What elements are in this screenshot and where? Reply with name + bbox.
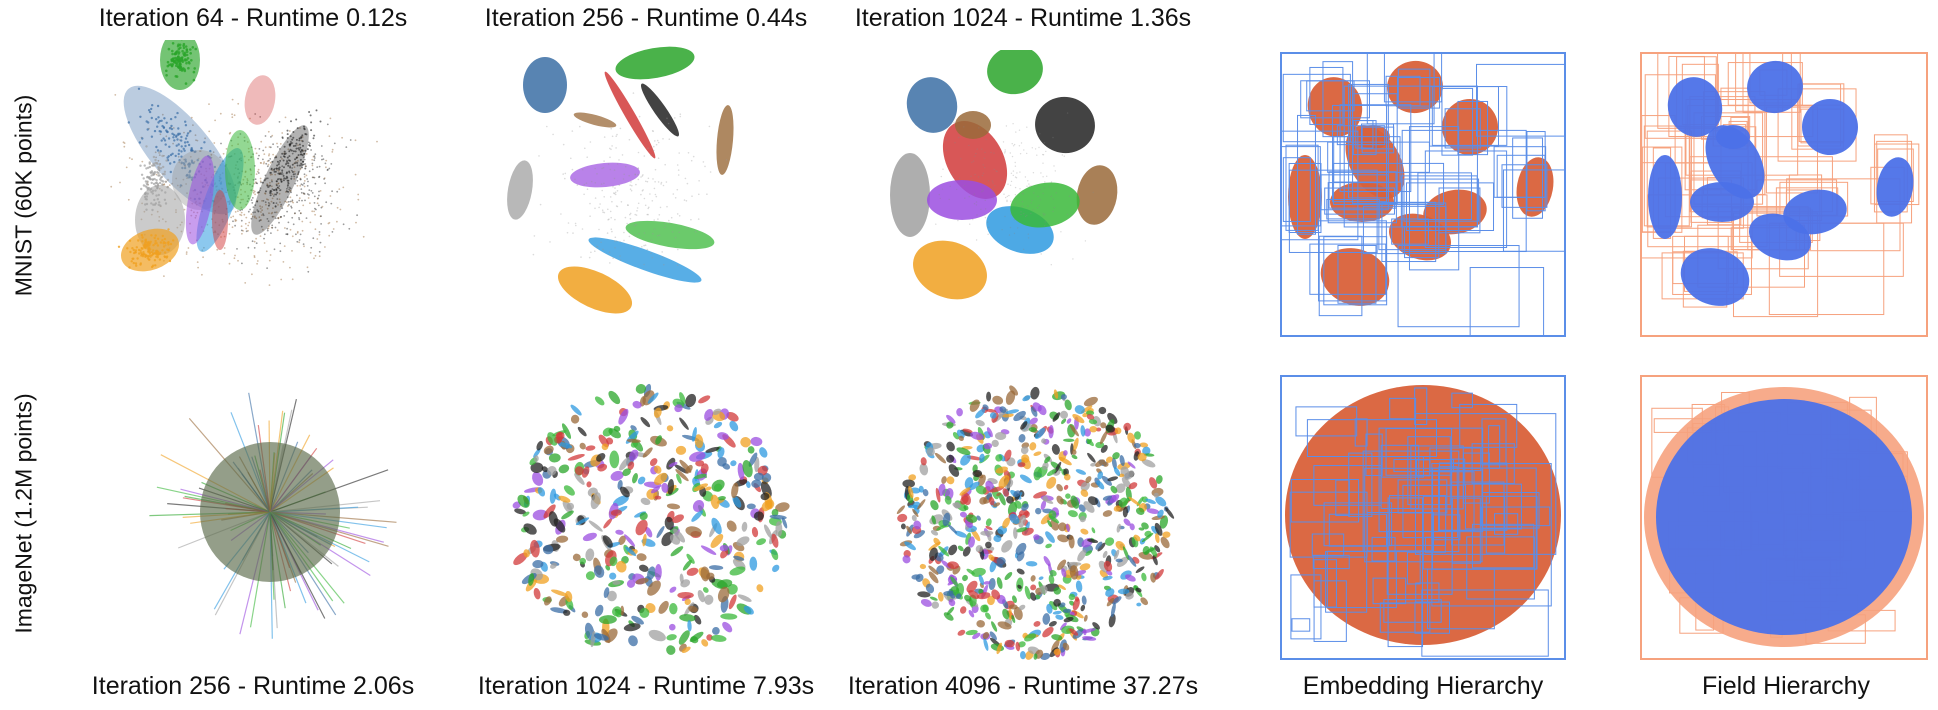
mnist-iter256-plot	[490, 45, 800, 345]
imagenet-iter4096-plot	[890, 378, 1180, 668]
imagenet-embedding-hierarchy-plot	[1280, 375, 1566, 660]
title-mnist-iter64: Iteration 64 - Runtime 0.12s	[98, 4, 408, 32]
row-label-mnist: MNIST (60K points)	[10, 94, 37, 297]
imagenet-field-hierarchy-plot	[1640, 375, 1928, 660]
title-field-hierarchy: Field Hierarchy	[1701, 672, 1871, 700]
imagenet-iter1024-plot	[505, 378, 795, 668]
mnist-iter1024-plot	[880, 50, 1180, 340]
title-embedding-hierarchy: Embedding Hierarchy	[1302, 672, 1544, 700]
imagenet-iter256-plot	[130, 372, 410, 662]
mnist-field-hierarchy-plot	[1640, 52, 1928, 337]
title-imagenet-iter1024: Iteration 1024 - Runtime 7.93s	[477, 672, 815, 700]
row-label-imagenet: ImageNet (1.2M points)	[10, 393, 37, 634]
title-mnist-iter256: Iteration 256 - Runtime 0.44s	[484, 4, 808, 32]
title-mnist-iter1024: Iteration 1024 - Runtime 1.36s	[854, 4, 1192, 32]
title-imagenet-iter256: Iteration 256 - Runtime 2.06s	[91, 672, 415, 700]
mnist-iter64-plot	[90, 40, 420, 350]
title-imagenet-iter4096: Iteration 4096 - Runtime 37.27s	[847, 672, 1199, 700]
mnist-embedding-hierarchy-plot	[1280, 52, 1566, 337]
